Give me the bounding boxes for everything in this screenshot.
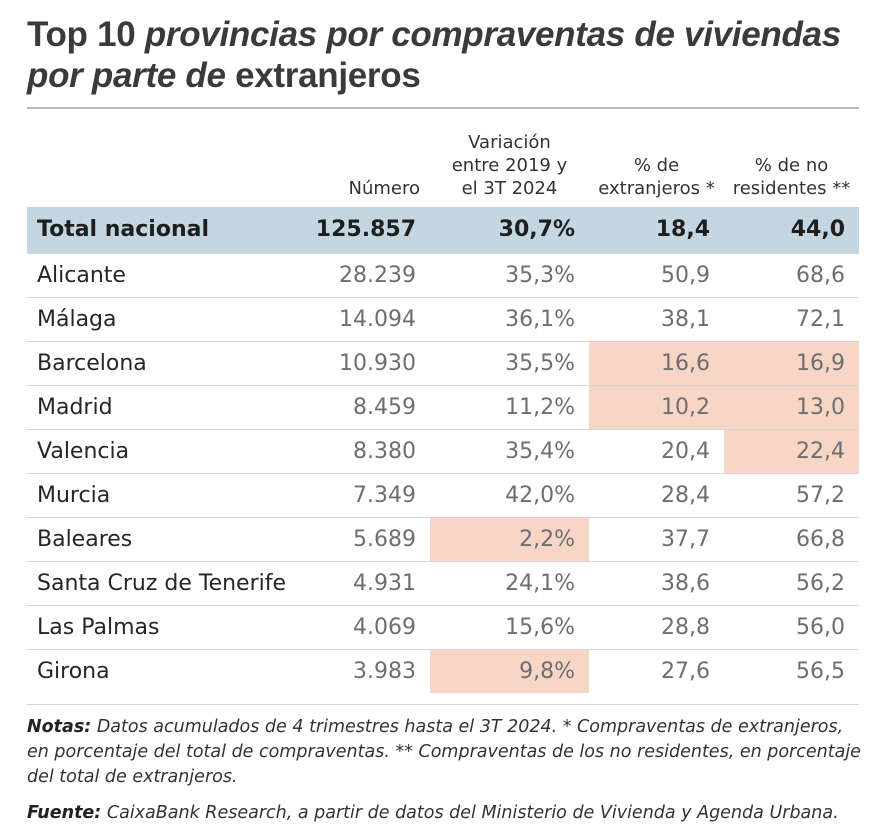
row-name: Las Palmas xyxy=(27,604,304,649)
row-name: Madrid xyxy=(27,384,304,429)
cell-numero: 8.380 xyxy=(304,428,430,473)
cell-numero: 10.930 xyxy=(304,340,430,385)
title-part-1: Top 10 xyxy=(27,15,145,54)
cell-pct-no-residentes: 56,5 xyxy=(724,648,859,693)
total-variacion: 30,7% xyxy=(430,207,589,253)
row-name: Baleares xyxy=(27,516,304,561)
cell-variacion: 11,2% xyxy=(430,384,589,429)
notes-text: Datos acumulados de 4 trimestres hasta e… xyxy=(27,717,861,787)
source-text: CaixaBank Research, a partir de datos de… xyxy=(101,803,839,823)
chart-title: Top 10 provincias por compraventas de vi… xyxy=(27,14,867,96)
cell-variacion: 9,8% xyxy=(430,648,589,693)
total-pct-extranjeros: 18,4 xyxy=(589,207,724,253)
table-row: Girona 3.983 9,8% 27,6 56,5 xyxy=(27,648,859,693)
row-name: Girona xyxy=(27,648,304,693)
cell-pct-extranjeros: 20,4 xyxy=(589,428,724,473)
bottom-rule xyxy=(27,704,859,705)
cell-pct-no-residentes: 72,1 xyxy=(724,296,859,341)
cell-variacion: 42,0% xyxy=(430,472,589,517)
cell-numero: 3.983 xyxy=(304,648,430,693)
cell-pct-extranjeros: 28,8 xyxy=(589,604,724,649)
cell-pct-no-residentes: 56,0 xyxy=(724,604,859,649)
cell-numero: 14.094 xyxy=(304,296,430,341)
header-pct-extranjeros: % de extranjeros * xyxy=(598,155,715,199)
cell-pct-no-residentes: 57,2 xyxy=(724,472,859,517)
header-variacion: Variación entre 2019 y el 3T 2024 xyxy=(451,132,568,199)
table-body: Total nacional 125.857 30,7% 18,4 44,0 A… xyxy=(27,207,859,693)
total-pct-no-residentes: 44,0 xyxy=(724,207,859,253)
top-rule xyxy=(27,107,859,109)
table-row: Santa Cruz de Tenerife 4.931 24,1% 38,6 56,2 xyxy=(27,560,859,605)
cell-pct-no-residentes: 68,6 xyxy=(724,252,859,297)
cell-pct-no-residentes: 16,9 xyxy=(724,340,859,385)
header-numero: Número xyxy=(348,178,421,199)
header-name xyxy=(27,110,304,207)
cell-numero: 5.689 xyxy=(304,516,430,561)
table-row: Murcia 7.349 42,0% 28,4 57,2 xyxy=(27,472,859,517)
cell-pct-extranjeros: 38,6 xyxy=(589,560,724,605)
table-row: Málaga 14.094 36,1% 38,1 72,1 xyxy=(27,296,859,341)
notes-label: Notas: xyxy=(27,717,92,737)
total-row: Total nacional 125.857 30,7% 18,4 44,0 xyxy=(27,207,859,253)
row-name: Santa Cruz de Tenerife xyxy=(27,560,304,605)
cell-pct-extranjeros: 38,1 xyxy=(589,296,724,341)
table-row: Valencia 8.380 35,4% 20,4 22,4 xyxy=(27,428,859,473)
cell-pct-extranjeros: 28,4 xyxy=(589,472,724,517)
cell-pct-no-residentes: 66,8 xyxy=(724,516,859,561)
notes: Notas: Datos acumulados de 4 trimestres … xyxy=(27,715,862,790)
cell-pct-no-residentes: 13,0 xyxy=(724,384,859,429)
row-name: Málaga xyxy=(27,296,304,341)
cell-pct-extranjeros: 16,6 xyxy=(589,340,724,385)
title-part-2: provincias por compraventas de viviendas… xyxy=(27,15,841,95)
cell-variacion: 35,3% xyxy=(430,252,589,297)
cell-variacion: 35,4% xyxy=(430,428,589,473)
row-name: Murcia xyxy=(27,472,304,517)
cell-pct-extranjeros: 27,6 xyxy=(589,648,724,693)
source-note: Fuente: CaixaBank Research, a partir de … xyxy=(27,801,862,826)
row-name: Alicante xyxy=(27,252,304,297)
cell-pct-no-residentes: 56,2 xyxy=(724,560,859,605)
data-table: Número Variación entre 2019 y el 3T 2024… xyxy=(27,110,859,693)
cell-variacion: 35,5% xyxy=(430,340,589,385)
table-row: Barcelona 10.930 35,5% 16,6 16,9 xyxy=(27,340,859,385)
header-row: Número Variación entre 2019 y el 3T 2024… xyxy=(27,110,859,207)
cell-pct-extranjeros: 10,2 xyxy=(589,384,724,429)
table-row: Alicante 28.239 35,3% 50,9 68,6 xyxy=(27,252,859,297)
table-row: Las Palmas 4.069 15,6% 28,8 56,0 xyxy=(27,604,859,649)
title-part-3: extranjeros xyxy=(225,56,421,95)
total-numero: 125.857 xyxy=(304,207,430,253)
total-name: Total nacional xyxy=(27,207,304,253)
header-pct-no-residentes: % de no residentes ** xyxy=(732,155,851,199)
cell-pct-extranjeros: 50,9 xyxy=(589,252,724,297)
cell-variacion: 15,6% xyxy=(430,604,589,649)
row-name: Barcelona xyxy=(27,340,304,385)
cell-numero: 4.931 xyxy=(304,560,430,605)
cell-pct-no-residentes: 22,4 xyxy=(724,428,859,473)
table-row: Madrid 8.459 11,2% 10,2 13,0 xyxy=(27,384,859,429)
cell-variacion: 2,2% xyxy=(430,516,589,561)
row-name: Valencia xyxy=(27,428,304,473)
cell-numero: 28.239 xyxy=(304,252,430,297)
cell-numero: 4.069 xyxy=(304,604,430,649)
cell-numero: 8.459 xyxy=(304,384,430,429)
cell-variacion: 36,1% xyxy=(430,296,589,341)
cell-numero: 7.349 xyxy=(304,472,430,517)
table-row: Baleares 5.689 2,2% 37,7 66,8 xyxy=(27,516,859,561)
cell-variacion: 24,1% xyxy=(430,560,589,605)
cell-pct-extranjeros: 37,7 xyxy=(589,516,724,561)
source-label: Fuente: xyxy=(27,803,102,823)
